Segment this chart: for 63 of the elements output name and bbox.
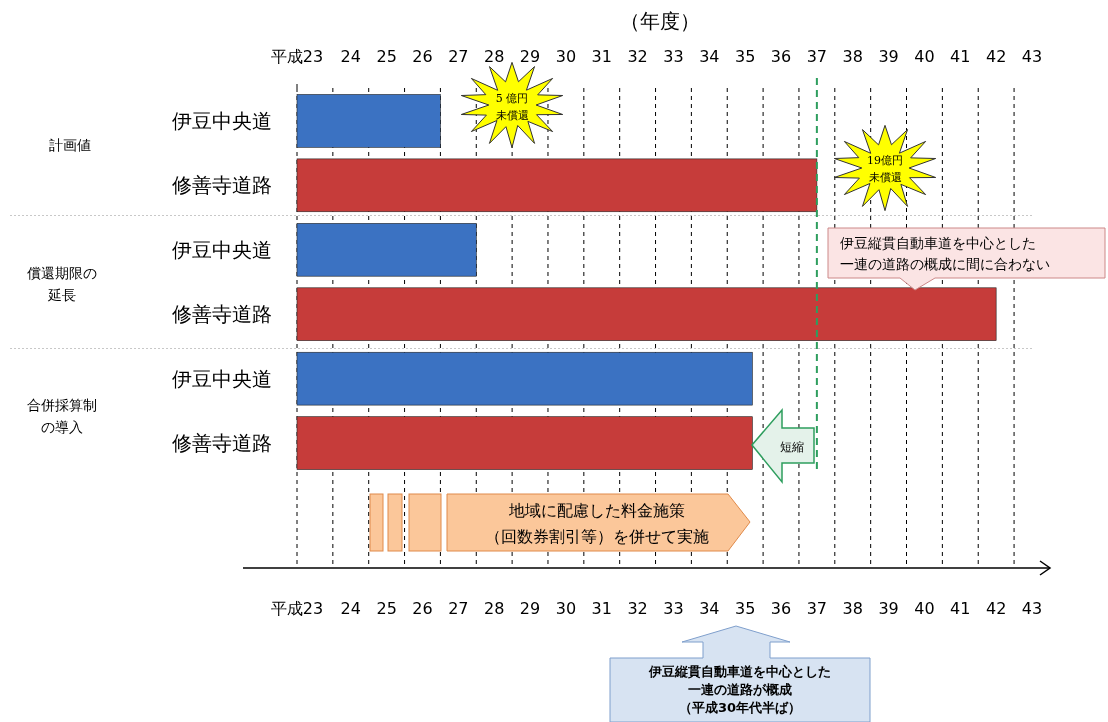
bar bbox=[296, 94, 441, 148]
x-tick-label: 42 bbox=[985, 47, 1007, 66]
x2-tick-label: 42 bbox=[985, 599, 1007, 618]
bar bbox=[296, 351, 753, 406]
annotation: 短縮 bbox=[780, 440, 804, 454]
x-tick-label: 平成23 bbox=[270, 47, 324, 66]
x-tick-label: 31 bbox=[591, 47, 612, 66]
x2-tick-label: 40 bbox=[914, 599, 935, 618]
x-tick-label: 32 bbox=[627, 47, 648, 66]
x2-tick-label: 24 bbox=[340, 599, 361, 618]
x-tick-label: 36 bbox=[770, 47, 792, 66]
bar bbox=[296, 158, 818, 213]
x-tick-label: 38 bbox=[842, 47, 863, 66]
x2-tick-label: 29 bbox=[519, 599, 541, 618]
x2-tick-label: 35 bbox=[734, 599, 756, 618]
x2-tick-label: 41 bbox=[950, 599, 971, 618]
x-tick-label: 39 bbox=[878, 47, 899, 66]
x2-tick-label: 28 bbox=[484, 599, 505, 618]
text: 合併採算制の導入 bbox=[27, 397, 97, 435]
y-tick-label: 伊豆中央道 bbox=[172, 108, 272, 133]
x-tick-label: 26 bbox=[412, 47, 433, 66]
text: 計画値 bbox=[49, 137, 91, 153]
annotation: 5 億円未償還 bbox=[495, 92, 529, 122]
x-tick-label: 29 bbox=[519, 47, 541, 66]
x-tick-label: 34 bbox=[699, 47, 720, 66]
chart-title: （年度） bbox=[620, 9, 700, 33]
x2-tick-label: 平成23 bbox=[270, 599, 324, 618]
x-tick-label: 25 bbox=[376, 47, 397, 66]
bar bbox=[296, 223, 477, 277]
text: 地域に配慮した料金施策（回数券割引等）を併せて実施 bbox=[485, 501, 709, 546]
y-tick-label: 伊豆中央道 bbox=[172, 366, 272, 391]
x-tick-label: 30 bbox=[555, 47, 577, 66]
text: 伊豆縦貫自動車道を中心とした一連の道路が概成（平成30年代半ば） bbox=[648, 664, 831, 715]
text: 償還期限の延長 bbox=[27, 265, 97, 303]
bar bbox=[296, 287, 997, 341]
x-tick-label: 28 bbox=[484, 47, 505, 66]
x-tick-label: 41 bbox=[950, 47, 971, 66]
x2-tick-label: 34 bbox=[699, 599, 720, 618]
x-tick-label: 27 bbox=[448, 47, 469, 66]
y-tick-label: 修善寺道路 bbox=[172, 173, 272, 198]
x2-tick-label: 43 bbox=[1021, 599, 1043, 618]
x2-tick-label: 25 bbox=[376, 599, 397, 618]
x2-tick-label: 32 bbox=[627, 599, 648, 618]
x-tick-label: 40 bbox=[914, 47, 935, 66]
x-tick-label: 43 bbox=[1021, 47, 1043, 66]
x2-tick-label: 30 bbox=[555, 599, 577, 618]
y-tick-label: 伊豆中央道 bbox=[172, 237, 272, 262]
x2-tick-label: 27 bbox=[448, 599, 469, 618]
x2-tick-label: 39 bbox=[878, 599, 899, 618]
y-tick-label: 修善寺道路 bbox=[172, 431, 272, 456]
x2-tick-label: 38 bbox=[842, 599, 863, 618]
x-tick-label: 37 bbox=[806, 47, 828, 66]
annotation: 伊豆縦貫自動車道を中心とした一連の道路の概成に間に合わない bbox=[840, 235, 1050, 272]
annotation: 19億円未償還 bbox=[867, 154, 903, 184]
x2-tick-label: 33 bbox=[663, 599, 684, 618]
y-tick-label: 修善寺道路 bbox=[172, 302, 272, 327]
x2-tick-label: 36 bbox=[770, 599, 792, 618]
x-tick-label: 35 bbox=[734, 47, 756, 66]
x-tick-label: 33 bbox=[663, 47, 684, 66]
x2-tick-label: 37 bbox=[806, 599, 828, 618]
x-tick-label: 24 bbox=[340, 47, 361, 66]
x2-tick-label: 26 bbox=[412, 599, 433, 618]
x2-tick-label: 31 bbox=[591, 599, 612, 618]
